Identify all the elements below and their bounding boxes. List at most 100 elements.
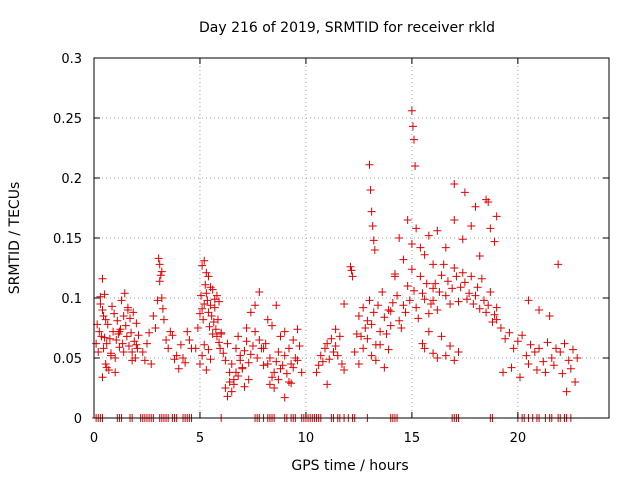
- data-point: [359, 303, 368, 312]
- data-point: [363, 316, 372, 325]
- data-point: [365, 160, 374, 169]
- data-point: [366, 186, 375, 194]
- data-point: [378, 288, 387, 296]
- data-point: [382, 330, 391, 338]
- data-point: [195, 360, 204, 368]
- data-point: [113, 316, 122, 325]
- data-point: [236, 356, 245, 365]
- data-point: [471, 202, 480, 211]
- data-point: [361, 324, 370, 332]
- data-point: [407, 106, 416, 115]
- data-point: [297, 368, 306, 377]
- data-point: [272, 301, 281, 310]
- data-point: [429, 260, 438, 269]
- data-point: [227, 360, 236, 368]
- data-point: [206, 355, 215, 364]
- y-axis-label: SRMTID / TECUs: [7, 182, 23, 295]
- data-point: [100, 333, 109, 342]
- data-point: [133, 344, 142, 353]
- data-point: [458, 235, 467, 244]
- data-point: [195, 309, 204, 318]
- data-point: [422, 279, 431, 288]
- data-point: [103, 320, 112, 329]
- data-point: [123, 306, 132, 314]
- data-point: [124, 342, 133, 350]
- data-point: [96, 292, 105, 301]
- data-point: [115, 327, 124, 336]
- data-point: [172, 351, 181, 360]
- data-point: [219, 349, 228, 358]
- data-point: [545, 312, 554, 320]
- data-point: [265, 380, 274, 389]
- data-point: [384, 345, 393, 354]
- data-point: [134, 331, 143, 340]
- data-point: [367, 351, 376, 360]
- data-point: [368, 222, 377, 230]
- data-point: [234, 332, 243, 341]
- data-point: [253, 354, 262, 362]
- data-point: [473, 283, 482, 292]
- data-point: [471, 291, 480, 300]
- data-point: [155, 277, 164, 286]
- data-point: [223, 392, 232, 401]
- data-point: [454, 297, 463, 306]
- data-point: [386, 321, 395, 330]
- data-point: [429, 296, 438, 305]
- data-point: [111, 368, 120, 377]
- data-point: [515, 373, 524, 382]
- data-point: [486, 288, 495, 296]
- data-point: [231, 344, 240, 353]
- data-point: [532, 366, 541, 374]
- data-point: [97, 332, 106, 341]
- data-point: [331, 325, 340, 334]
- data-point: [216, 344, 225, 353]
- data-point: [231, 368, 240, 377]
- data-point: [573, 354, 582, 362]
- data-point: [350, 348, 359, 356]
- data-point: [441, 243, 450, 252]
- data-point: [164, 344, 173, 353]
- data-point: [295, 342, 304, 350]
- x-tick-label: 5: [196, 431, 204, 446]
- data-point: [424, 231, 433, 240]
- data-point: [147, 360, 156, 368]
- data-point: [386, 307, 395, 316]
- data-point: [238, 363, 247, 372]
- data-point: [411, 162, 420, 170]
- data-series: [92, 106, 582, 422]
- data-point: [215, 338, 224, 347]
- axis-ticks: 0 0.05 0.1 0.15 0.2 0.25 0.3 0 5 10 15 20: [53, 52, 609, 446]
- data-point: [380, 313, 389, 322]
- data-point: [420, 344, 429, 353]
- data-point: [170, 355, 179, 364]
- data-point: [151, 324, 160, 332]
- data-point: [460, 278, 469, 287]
- data-point: [482, 308, 491, 317]
- data-point: [110, 309, 119, 318]
- data-point: [346, 262, 355, 271]
- data-point: [102, 363, 111, 372]
- data-point: [376, 340, 385, 349]
- data-point: [202, 366, 211, 374]
- data-point: [380, 363, 389, 372]
- x-tick-label: 0: [90, 431, 98, 446]
- data-point: [414, 314, 423, 323]
- data-point: [486, 224, 495, 233]
- data-point: [524, 360, 533, 368]
- data-point: [560, 339, 569, 348]
- data-point: [384, 306, 393, 314]
- data-point: [323, 380, 332, 389]
- data-point: [482, 195, 491, 204]
- data-point: [490, 310, 499, 319]
- data-point: [354, 360, 363, 368]
- data-point: [543, 338, 552, 347]
- data-point: [367, 320, 376, 329]
- data-point: [496, 324, 505, 332]
- data-point: [318, 357, 327, 366]
- data-point: [289, 363, 298, 372]
- data-point: [441, 351, 450, 360]
- data-point: [112, 336, 121, 344]
- data-point: [208, 285, 217, 294]
- data-point: [210, 303, 219, 312]
- data-point: [102, 339, 111, 348]
